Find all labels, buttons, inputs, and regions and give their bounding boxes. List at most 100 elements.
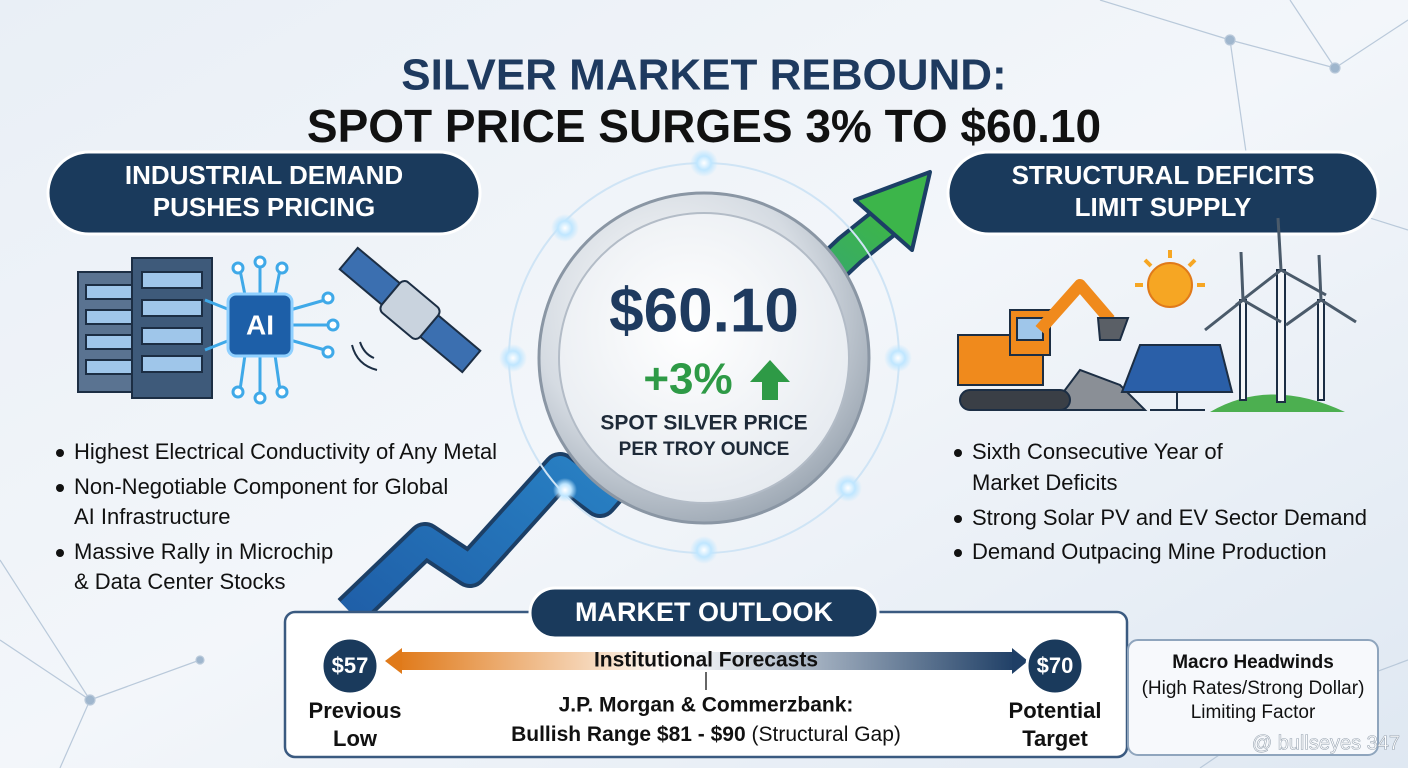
industry-icons <box>1204 217 1357 332</box>
panel-heading-pill <box>46 150 482 236</box>
price-change: +3% <box>643 355 732 404</box>
target-label: Potential <box>1009 698 1102 723</box>
ai-chip-icon <box>231 255 340 405</box>
bullet-dot <box>954 449 962 457</box>
industry-icons <box>1120 344 1234 393</box>
panel-heading-pill <box>946 150 1380 236</box>
low-label: Low <box>333 726 378 751</box>
network-decoration <box>1229 39 1336 69</box>
bullet-text: Massive Rally in Microchip <box>74 539 333 564</box>
side-note: (High Rates/Strong Dollar) <box>1142 678 1365 699</box>
industry-icons <box>1096 317 1130 341</box>
server-icon <box>85 284 133 300</box>
ai-chip-icon <box>238 354 247 391</box>
network-decoration <box>1224 34 1236 46</box>
forecast-range-bar <box>398 652 1016 670</box>
ai-chip-icon <box>289 298 326 312</box>
network-decoration <box>89 659 201 701</box>
outlook-heading: MARKET OUTLOOK <box>575 597 833 627</box>
side-note: Macro Headwinds <box>1172 652 1334 673</box>
ai-chip-icon <box>275 261 289 275</box>
price-badge <box>1025 636 1085 696</box>
target-value: $70 <box>1037 653 1074 678</box>
industry-icons <box>1239 299 1247 401</box>
low-value: $57 <box>332 653 369 678</box>
ai-chip-icon <box>226 292 294 358</box>
bullet-text: Sixth Consecutive Year of <box>972 439 1224 464</box>
network-decoration <box>1334 19 1408 69</box>
ai-chip-icon <box>253 391 267 405</box>
server-icon <box>141 327 203 345</box>
industry-icons <box>1048 368 1148 411</box>
panel-heading: INDUSTRIAL DEMAND <box>125 160 403 190</box>
ai-chip-icon <box>204 338 231 352</box>
ai-chip-icon <box>253 255 267 269</box>
range-label: Institutional Forecasts <box>594 649 818 672</box>
title-line: SILVER MARKET REBOUND: <box>401 51 1006 100</box>
forecast-gap: (Structural Gap) <box>752 723 901 746</box>
forecast-range-bar <box>1012 648 1028 674</box>
industry-icons <box>1143 258 1153 268</box>
industry-icons <box>1235 217 1327 307</box>
bullet-dot <box>954 549 962 557</box>
server-icon <box>141 299 203 317</box>
industry-icons <box>1147 262 1193 308</box>
network-decoration <box>195 655 205 665</box>
bullet-dot <box>56 549 64 557</box>
server-icon <box>141 271 203 289</box>
bullet-text: Demand Outpacing Mine Production <box>972 539 1327 564</box>
price-caption: PER TROY OUNCE <box>619 439 790 460</box>
server-icon <box>85 334 133 350</box>
price-caption: SPOT SILVER PRICE <box>600 412 807 435</box>
side-note: Limiting Factor <box>1191 702 1316 723</box>
ai-chip-icon <box>231 385 245 399</box>
price-medallion <box>690 536 718 564</box>
network-decoration <box>0 639 91 701</box>
ai-chip-icon <box>275 385 289 399</box>
industry-icons <box>1035 279 1115 334</box>
server-icon <box>85 271 203 375</box>
ai-chip-icon <box>321 291 335 305</box>
bullet-dot <box>56 484 64 492</box>
forecast-range: Bullish Range $81 - $90 <box>511 723 746 746</box>
industry-icons <box>959 389 1071 411</box>
ai-chip-icon <box>204 298 231 312</box>
satellite-icon <box>359 341 375 359</box>
price-medallion <box>884 344 912 372</box>
network-decoration <box>1289 0 1336 69</box>
bullet-dot <box>954 515 962 523</box>
watermark: @ bullseyes 347 <box>1252 732 1400 754</box>
side-note-box <box>1127 639 1379 756</box>
network-decoration <box>84 694 96 706</box>
forecast-note: J.P. Morgan & Commerzbank: <box>559 694 854 717</box>
ai-chip-icon <box>289 338 326 352</box>
satellite-icon <box>379 280 441 340</box>
industry-icons <box>1187 258 1197 268</box>
bullet-dot <box>56 449 64 457</box>
network-decoration <box>0 559 91 701</box>
bullet-list: Highest Electrical Conductivity of Any M… <box>56 439 497 594</box>
panel-heading: LIMIT SUPPLY <box>1075 192 1252 222</box>
ai-chip-icon <box>231 261 245 275</box>
price-medallion <box>551 214 579 242</box>
price-medallion <box>499 149 912 564</box>
ai-chip-icon <box>238 269 247 296</box>
panel-heading: PUSHES PRICING <box>153 192 376 222</box>
ai-chip-icon <box>273 269 282 296</box>
bullet-text: Market Deficits <box>972 470 1117 495</box>
bullet-text: Highest Electrical Conductivity of Any M… <box>74 439 497 464</box>
server-icon <box>85 359 133 375</box>
ai-chip-icon <box>273 354 282 391</box>
satellite-icon <box>351 344 378 371</box>
forecast-range-bar <box>385 648 1028 690</box>
target-label: Target <box>1022 726 1088 751</box>
low-label: Previous <box>309 698 402 723</box>
price-medallion <box>499 149 912 564</box>
server-icon <box>141 355 203 373</box>
industry-icons <box>1135 250 1205 287</box>
network-decoration <box>59 699 91 768</box>
satellite-icon <box>338 246 482 374</box>
forecast-note: Bullish Range $81 - $90 (Structural Gap) <box>511 723 901 746</box>
